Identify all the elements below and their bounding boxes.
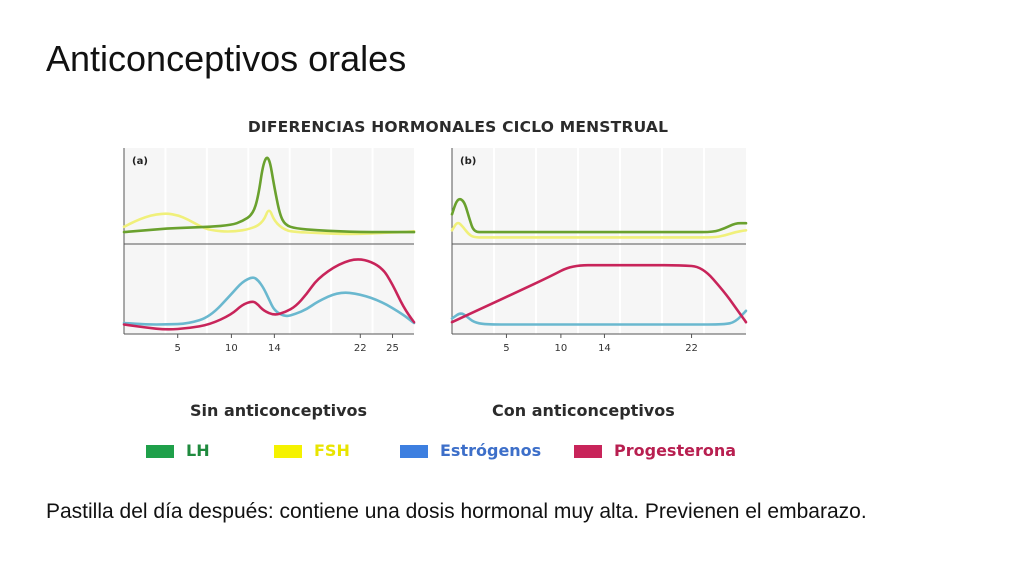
panel-b-series-lh [450,197,748,234]
legend-swatch-estrogenos [400,445,428,458]
panel-a-letter: (a) [132,156,148,167]
panel-a-tick-label: 14 [268,343,281,354]
legend-label-fsh: FSH [314,441,350,460]
panel-b-tick-label: 5 [503,343,509,354]
panel-a-tick-label: 25 [386,343,399,354]
legend-swatch-progesterona [574,445,602,458]
panel-b-tick-label: 10 [555,343,568,354]
panel-b-subtitle: Con anticonceptivos [492,401,675,420]
panel-b-series-fsh [450,221,748,239]
body-text: Pastilla del día después: contiene una d… [46,500,867,523]
panel-b-tick-label: 22 [685,343,698,354]
slide-title: Anticonceptivos orales [46,38,407,79]
panel-b-series-progesterona [450,263,748,324]
panel-a-tick-label: 22 [354,343,367,354]
panel-a-subtitle: Sin anticonceptivos [190,401,368,420]
legend-swatch-fsh [274,445,302,458]
panel-b-tick-label: 14 [598,343,611,354]
legend-label-estrogenos: Estrógenos [440,441,542,460]
legend-label-progesterona: Progesterona [614,441,737,460]
legend-swatch-lh [146,445,174,458]
panel-a-series-lh [122,156,416,234]
panel-a-series-estrogenos [122,276,416,326]
panel-a-tick-label: 10 [225,343,238,354]
chart-title: DIFERENCIAS HORMONALES CICLO MENSTRUAL [247,118,669,136]
legend-label-lh: LH [186,441,210,460]
chart-svg: (a) 5 10 14 22 25 (b) 5 10 14 22 [122,148,748,354]
panel-a-series-fsh [122,209,416,236]
panel-a-tick-label: 5 [175,343,181,354]
hormone-chart-figure: DIFERENCIAS HORMONALES CICLO MENSTRUAL (… [118,104,768,474]
panel-a-background [124,148,414,334]
panel-a-series-progesterona [122,258,416,331]
panel-b-letter: (b) [460,156,476,167]
chart-legend: LH FSH Estrógenos Progesterona [146,440,786,464]
panel-b-background [452,148,746,334]
